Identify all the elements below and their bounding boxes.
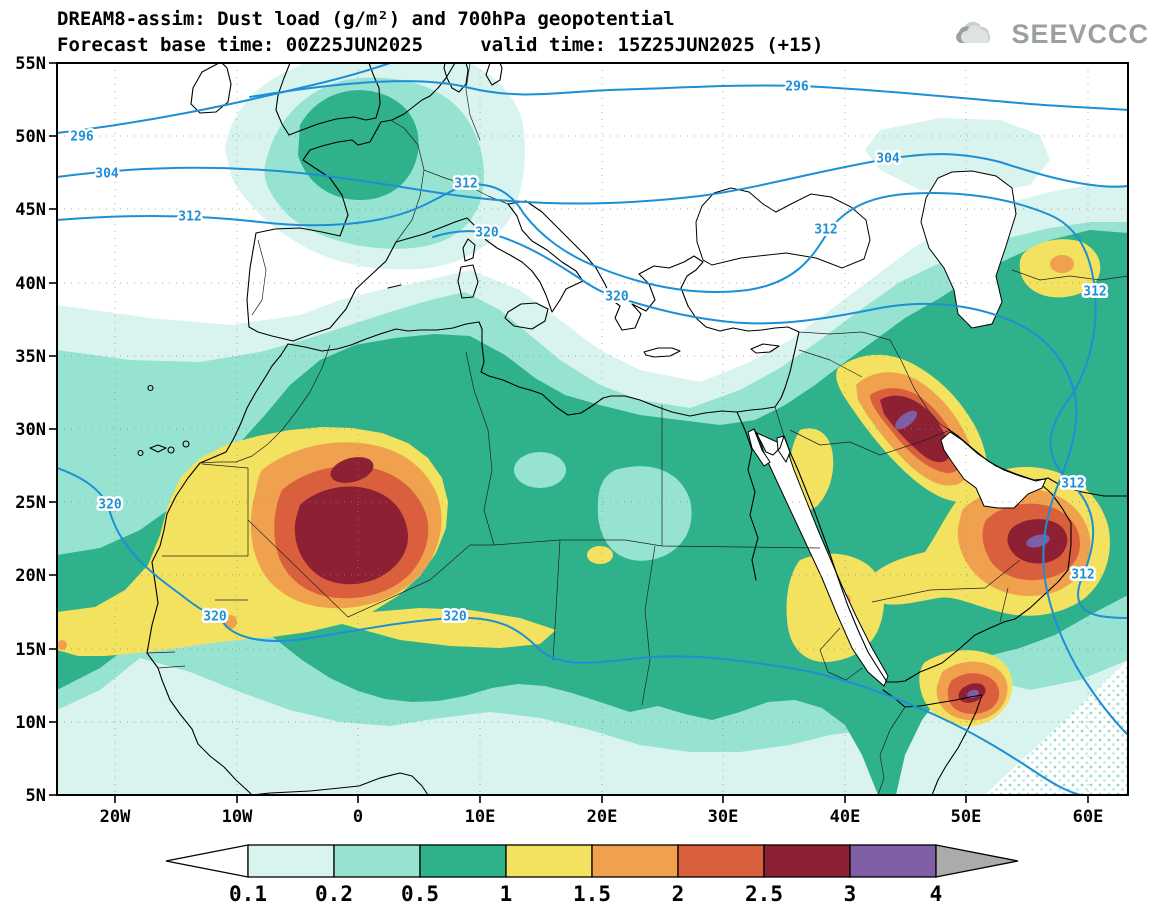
lon-axis-label: 60E <box>1073 807 1104 827</box>
persian-gulf <box>940 431 1047 509</box>
geopotential-label: 304 <box>876 152 900 167</box>
lon-axis-label: 20W <box>100 807 131 827</box>
geopotential-label: 296 <box>785 80 809 95</box>
caspian-sea <box>920 170 1017 329</box>
geopotential-label: 320 <box>475 226 499 241</box>
lon-axis-label: 0 <box>353 807 363 827</box>
geopotential-lines <box>57 63 1128 795</box>
colorbar-label: 2 <box>672 882 685 906</box>
colorbar-label: 3 <box>844 882 857 906</box>
geopotential-label: 320 <box>443 610 467 625</box>
colorbar-label: 1.5 <box>573 882 611 906</box>
geopotential-label: 312 <box>1071 568 1094 583</box>
colorbar-cell <box>591 844 679 878</box>
geopotential-label: 304 <box>95 167 119 182</box>
logo-text: SEEVCCC <box>1011 18 1149 49</box>
forecast-times: Forecast base time: 00Z25JUN2025 valid t… <box>57 34 824 56</box>
colorbar-arrow-under <box>165 844 249 878</box>
lat-axis-label: 55N <box>15 54 46 74</box>
geopotential-label: 312 <box>814 223 837 238</box>
geopotential-label: 312 <box>454 177 477 192</box>
lat-axis-label: 15N <box>15 640 46 660</box>
lat-axis-label: 20N <box>15 566 46 586</box>
lat-axis-label: 30N <box>15 420 46 440</box>
lat-axis: 55N 50N 45N 40N 35N 30N 25N 20N 15N 10N … <box>15 54 57 806</box>
colorbar-cell <box>763 844 851 878</box>
lat-axis-label: 5N <box>26 786 46 806</box>
geopotential-label: 320 <box>98 498 122 513</box>
lon-axis-label: 10E <box>465 807 496 827</box>
gridlines <box>57 63 1128 795</box>
country-borders <box>146 63 1128 795</box>
lon-axis-label: 50E <box>951 807 982 827</box>
colorbar-label: 0.2 <box>315 882 353 906</box>
geopotential-label: 320 <box>605 290 629 305</box>
colorbar-arrow-over <box>935 844 1019 878</box>
colorbar: 0.1 0.2 0.5 1 1.5 2 2.5 3 4 <box>165 844 1019 906</box>
lat-axis-label: 25N <box>15 493 46 513</box>
colorbar-cell <box>505 844 593 878</box>
lat-axis-label: 10N <box>15 713 46 733</box>
geopotential-labels: 296 296 304 304 304 312 312 312 312 312 … <box>68 77 1152 627</box>
colorbar-label: 0.1 <box>229 882 267 906</box>
lat-axis-label: 40N <box>15 274 46 294</box>
black-sea <box>695 187 871 269</box>
lat-axis-label: 45N <box>15 200 46 220</box>
colorbar-cell <box>677 844 765 878</box>
lon-axis: 20W 10W 0 10E 20E 30E 40E 50E 60E <box>100 795 1104 827</box>
coastlines <box>137 63 1128 795</box>
geopotential-label: 312 <box>1061 477 1084 492</box>
colorbar-label: 2.5 <box>745 882 783 906</box>
geopotential-label: 312 <box>178 210 201 225</box>
lon-axis-label: 10W <box>222 807 253 827</box>
colorbar-cell <box>333 844 421 878</box>
geopotential-label: 312 <box>1083 285 1106 300</box>
cloud-icon <box>956 21 991 44</box>
colorbar-label: 4 <box>930 882 943 906</box>
lat-axis-label: 35N <box>15 347 46 367</box>
seevccc-logo: SEEVCCC <box>951 18 1149 50</box>
dither-region <box>985 660 1128 795</box>
colorbar-label: 1 <box>500 882 513 906</box>
gulf-of-suez <box>747 428 771 467</box>
colorbar-cell <box>849 844 937 878</box>
page-title: DREAM8-assim: Dust load (g/m²) and 700hP… <box>57 8 675 30</box>
sea-masks <box>695 170 1047 687</box>
colorbar-cell <box>419 844 507 878</box>
lon-axis-label: 20E <box>587 807 618 827</box>
lon-axis-label: 30E <box>708 807 739 827</box>
geopotential-label: 320 <box>203 610 227 625</box>
colorbar-cell <box>247 844 335 878</box>
geopotential-label: 304 <box>1128 180 1152 195</box>
colorbar-label: 0.5 <box>401 882 439 906</box>
geopotential-label: 296 <box>70 130 94 145</box>
lat-axis-label: 50N <box>15 127 46 147</box>
lon-axis-label: 40E <box>830 807 861 827</box>
